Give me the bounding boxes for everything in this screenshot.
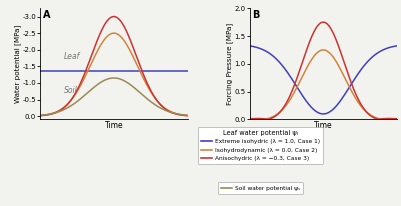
Text: A: A bbox=[43, 11, 51, 20]
Text: B: B bbox=[253, 11, 260, 20]
Y-axis label: Water potential [MPa]: Water potential [MPa] bbox=[14, 25, 21, 103]
X-axis label: Time: Time bbox=[314, 121, 332, 130]
Legend: Soil water potential ψₛ: Soil water potential ψₛ bbox=[218, 182, 304, 194]
X-axis label: Time: Time bbox=[105, 121, 123, 130]
Legend: Extreme isohydric (λ = 1.0, Case 1), Isohydrodynamic (λ = 0.0, Case 2), Anisochy: Extreme isohydric (λ = 1.0, Case 1), Iso… bbox=[198, 126, 324, 164]
Text: Leaf: Leaf bbox=[64, 52, 80, 61]
Text: Soil: Soil bbox=[64, 86, 77, 95]
Y-axis label: Forcing Pressure [MPa]: Forcing Pressure [MPa] bbox=[226, 23, 233, 105]
